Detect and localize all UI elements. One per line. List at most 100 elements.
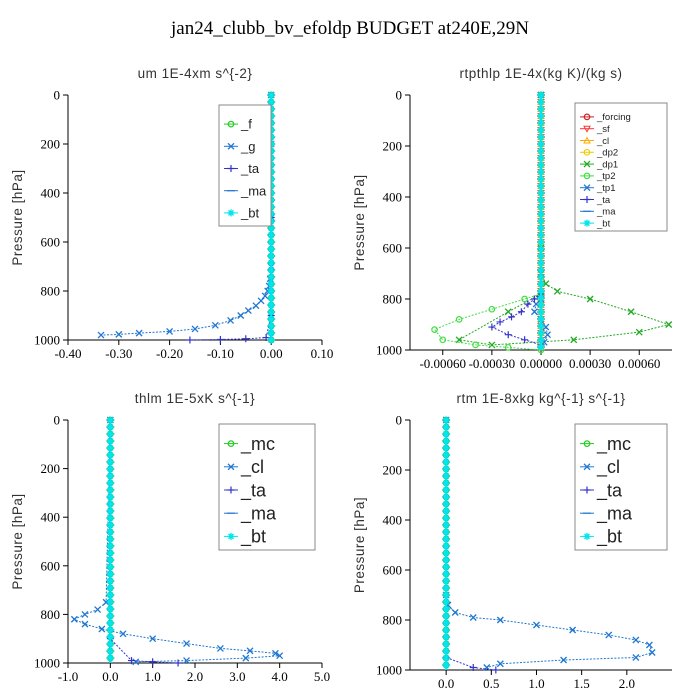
series-point (537, 147, 545, 155)
series-ta (442, 416, 500, 674)
series-line (445, 420, 496, 671)
series-point (569, 626, 577, 634)
series-point (537, 91, 545, 99)
series-bt (442, 416, 450, 670)
series-point (537, 245, 545, 253)
series-point (97, 331, 105, 339)
series-point (605, 631, 613, 639)
series-point (537, 161, 545, 169)
series-point (537, 210, 545, 218)
series-point (442, 577, 450, 585)
series-point (442, 535, 450, 543)
series-point (537, 238, 545, 246)
series-point (537, 119, 545, 127)
series-point (521, 295, 528, 303)
x-tick-label: 0.10 (311, 346, 334, 361)
series-point (537, 266, 545, 274)
series-point (183, 640, 190, 648)
legend-label: _g (240, 139, 255, 154)
series-point (537, 175, 545, 183)
series-point (542, 323, 550, 331)
series-point (442, 626, 450, 634)
series-point (106, 486, 114, 494)
series-point (106, 535, 114, 543)
series-point (106, 416, 114, 424)
series-point (537, 168, 545, 176)
y-tick-label: 400 (383, 190, 403, 205)
series-point (442, 661, 450, 669)
y-tick-label: 600 (41, 558, 61, 573)
series-point (455, 316, 463, 323)
series-point (442, 542, 450, 550)
series-point (267, 91, 275, 99)
chart-panel-3: thlm 1E-5xK s^{-1} Pressure [hPa] 0 200 400 6… (10, 391, 330, 684)
series-point (106, 605, 114, 613)
series-point (442, 591, 450, 599)
series-point (106, 626, 114, 634)
y-tick-label: 800 (383, 292, 403, 307)
legend-marker (227, 120, 235, 128)
series-point (106, 493, 114, 501)
series-point (537, 182, 545, 190)
series-point (191, 325, 199, 333)
series-point (442, 521, 450, 529)
series-point (442, 549, 450, 557)
series-point (442, 633, 450, 641)
series-point (267, 308, 275, 316)
series-point (442, 570, 450, 578)
series-point (537, 98, 545, 106)
series-point (244, 307, 252, 315)
legend-label: _forcing (596, 112, 631, 123)
legend-label: _bt (240, 205, 259, 220)
x-tick-label: -0.10 (207, 346, 234, 361)
series-point (106, 444, 114, 452)
series-point (442, 451, 450, 459)
y-tick-label: 200 (383, 463, 403, 478)
series-point (106, 619, 114, 627)
legend-marker (583, 148, 591, 156)
series-point (537, 252, 545, 260)
y-tick-label: 400 (41, 510, 61, 525)
legend-label: _dp2 (596, 148, 618, 159)
series-point (442, 437, 450, 445)
series-point (544, 331, 552, 339)
series-point (186, 336, 194, 344)
series-point (537, 203, 545, 211)
series-point (537, 133, 545, 141)
x-tick-label: 4.0 (272, 669, 288, 684)
y-tick-label: 400 (41, 186, 61, 201)
series-bt (106, 416, 114, 663)
series-point (439, 336, 447, 344)
series-point (106, 612, 114, 620)
series-point (442, 605, 450, 613)
series-point (106, 647, 114, 655)
y-axis-label: Pressure [hPa] (352, 174, 367, 270)
chart-panel-1: um 1E-4xm s^{-2} Pressure [hPa] 0 200 400 600… (10, 66, 333, 361)
legend-label: _ma (596, 504, 633, 525)
y-axis-label: Pressure [hPa] (352, 497, 367, 593)
series-point (106, 472, 114, 480)
y-tick-label: 0 (54, 413, 61, 428)
series-point (537, 301, 545, 309)
legend-label: _bt (596, 218, 611, 229)
series-bt (537, 91, 545, 351)
y-tick-label: 800 (41, 284, 61, 299)
series-point (488, 305, 496, 313)
series-point (262, 334, 270, 342)
series-point (442, 479, 450, 487)
series-point (442, 647, 450, 655)
series-point (537, 273, 545, 281)
y-axis-label: Pressure [hPa] (10, 493, 25, 589)
series-point (442, 563, 450, 571)
series-point (537, 217, 545, 225)
series-point (442, 458, 450, 466)
legend-marker (583, 463, 591, 471)
series-point (94, 606, 102, 613)
page-title: jan24_clubb_bv_efoldp BUDGET at240E,29N (171, 18, 529, 39)
series-point (106, 479, 114, 487)
series-point (271, 649, 279, 657)
series-point (98, 625, 106, 633)
panel-title: thlm 1E-5xK s^{-1} (135, 391, 255, 406)
series-point (267, 273, 275, 281)
